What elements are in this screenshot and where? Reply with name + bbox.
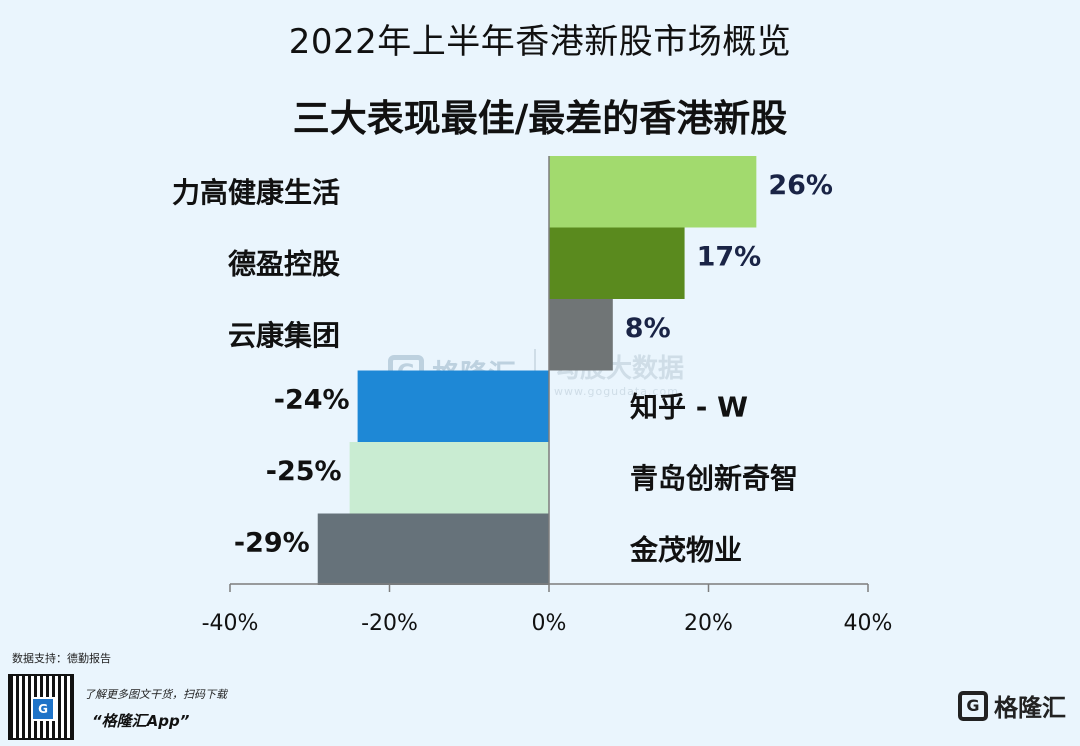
category-label-4: 知乎 - W [630, 390, 748, 423]
x-tick-label-5: 40% [844, 611, 893, 636]
brand-logo-icon: G [958, 690, 988, 721]
brand-logo: G 格隆汇 [958, 688, 1066, 723]
data-label-4: -24% [274, 384, 350, 415]
qr-logo-icon: G [31, 697, 55, 721]
watermark-url: www.gogudata.com [554, 385, 679, 398]
data-label-5: -25% [266, 456, 342, 487]
x-tick-label-3: 0% [532, 611, 567, 636]
app-name: “格隆汇App” [92, 712, 190, 730]
bar-4 [357, 370, 549, 442]
promo-text: 了解更多图文干货，扫码下载 [84, 688, 227, 701]
bar-3 [549, 299, 613, 371]
data-label-2: 17% [697, 241, 762, 272]
bar-1 [549, 156, 757, 228]
category-label-1: 力高健康生活 [172, 176, 340, 209]
qr-code-icon[interactable]: G [8, 674, 74, 740]
data-label-6: -29% [234, 527, 310, 558]
x-tick-label-1: -40% [202, 611, 259, 636]
category-label-5: 青岛创新奇智 [630, 462, 798, 495]
category-label-2: 德盈控股 [228, 247, 340, 280]
category-label-3: 云康集团 [228, 319, 340, 352]
x-tick-label-2: -20% [361, 611, 418, 636]
data-label-1: 26% [768, 170, 833, 201]
chart-subtitle: 三大表现最佳/最差的香港新股 [292, 97, 788, 140]
data-source: 数据支持：德勤报告 [12, 652, 111, 665]
bar-2 [549, 227, 685, 299]
bar-5 [349, 442, 549, 514]
brand-name: 格隆汇 [994, 694, 1066, 722]
category-label-6: 金茂物业 [629, 533, 742, 566]
x-tick-label-4: 20% [684, 611, 733, 636]
bar-6 [317, 513, 549, 585]
data-label-3: 8% [625, 313, 671, 344]
bar-chart: 力高健康生活 26% 德盈控股 17% 云康集团 8% 知乎 - W -24% 青岛创新奇智 -2… [172, 156, 893, 636]
page-title: 2022年上半年香港新股市场概览 [288, 22, 792, 62]
